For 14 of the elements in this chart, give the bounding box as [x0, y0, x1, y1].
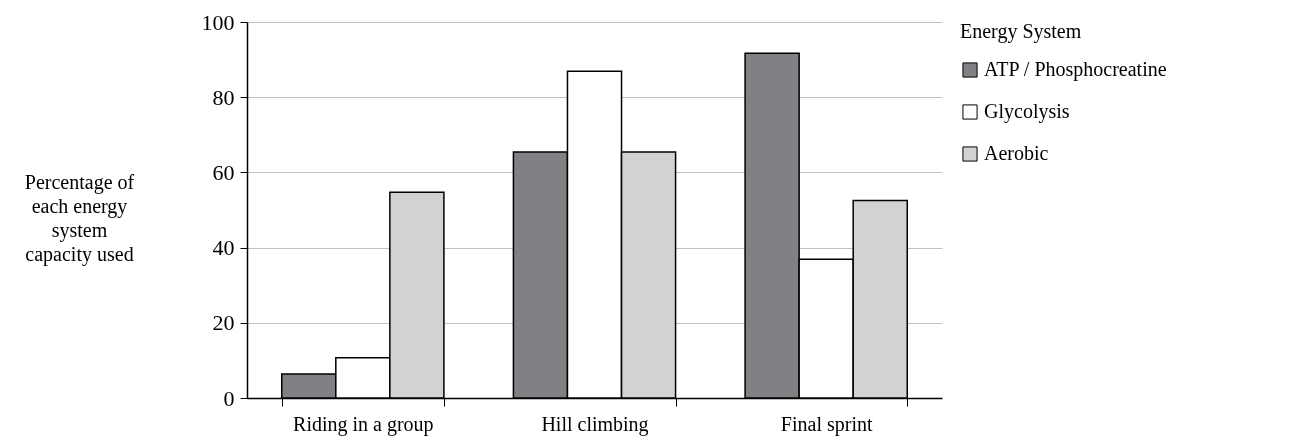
x-tick-label: Final sprint — [780, 412, 873, 436]
legend-label: Aerobic — [984, 142, 1049, 164]
x-tick-label: Riding in a group — [293, 412, 434, 436]
legend-title: Energy System — [960, 20, 1082, 43]
y-tick-label: 40 — [212, 235, 235, 261]
y-axis-title: Percentage of each energy system capacity used — [24, 170, 135, 266]
legend-label: ATP / Phosphocreatine — [984, 58, 1167, 81]
y-tick-label: 80 — [212, 84, 235, 110]
y-tick-label: 100 — [201, 9, 235, 35]
y-tick-label: 20 — [212, 310, 235, 336]
x-tick-label: Hill climbing — [541, 412, 649, 436]
y-tick-label: 60 — [212, 159, 235, 185]
y-tick-label: 0 — [223, 385, 235, 411]
legend-label: Glycolysis — [984, 100, 1070, 123]
